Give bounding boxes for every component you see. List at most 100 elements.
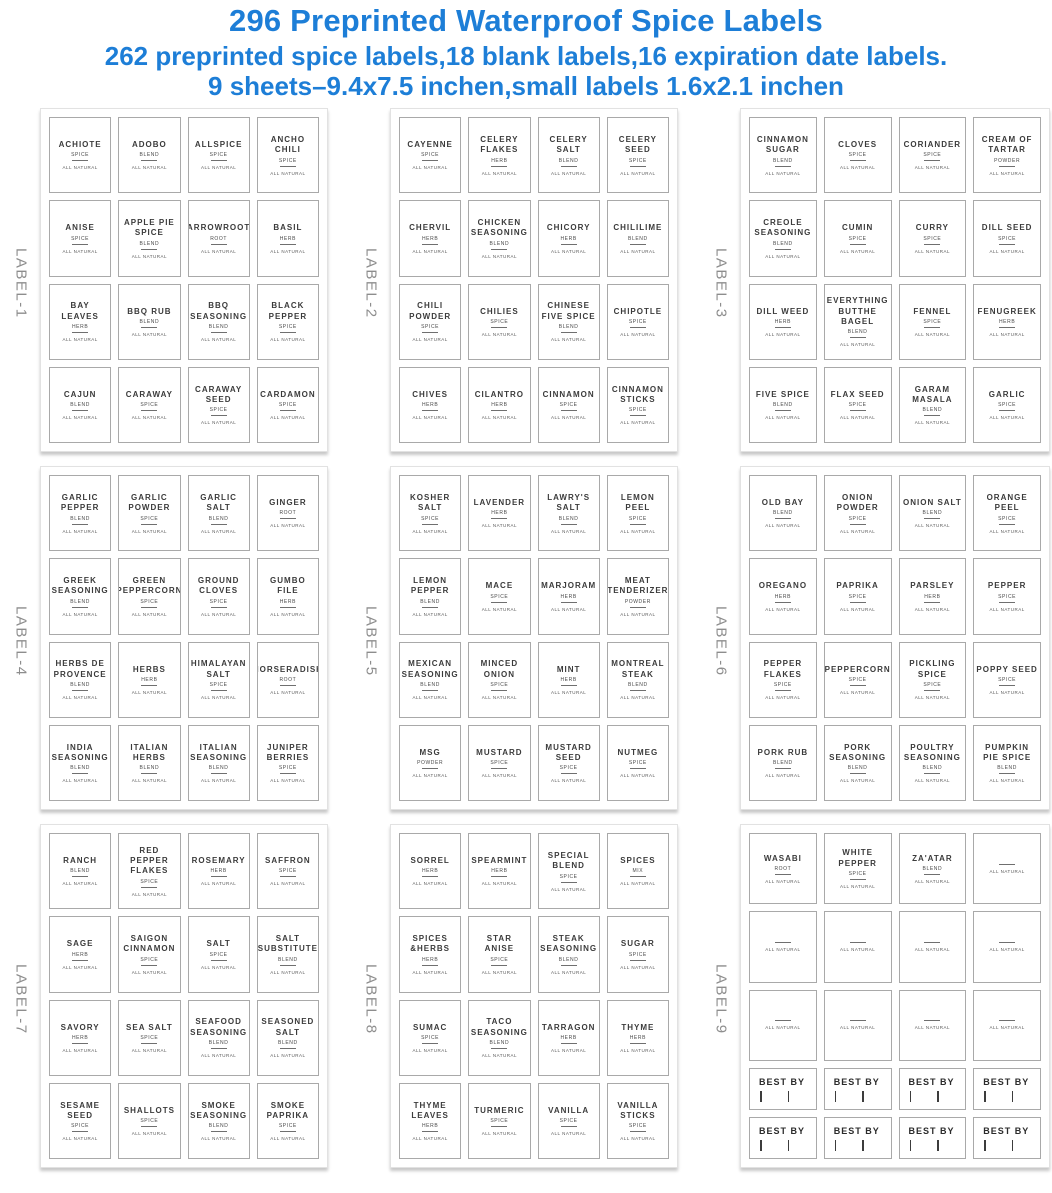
all-natural-text: ALL NATURAL [62,964,98,970]
spice-label: SUGAR SPICE ALL NATURAL [606,916,669,993]
divider-line [210,773,227,775]
divider-line [774,601,791,603]
all-natural-text: ALL NATURAL [839,342,876,348]
spice-name: CHINESE FIVE SPICE [541,301,596,321]
spice-type: SPICE [278,765,297,772]
spice-label: LAVENDER HERB ALL NATURAL [468,475,531,552]
spice-name: PARSLEY [910,581,955,591]
spice-name: GROUND CLOVES [197,576,240,596]
spice-label: CUMIN SPICE ALL NATURAL [823,200,892,277]
divider-line [999,326,1016,328]
spice-name: CHILILIME [613,223,663,233]
date-divider-bar [937,1090,939,1102]
all-natural-text: ALL NATURAL [412,1136,448,1142]
spice-type: BLEND [922,407,943,414]
best-by-text: BEST BY [983,1076,1030,1087]
date-divider-bar [909,1139,911,1151]
spice-label: GROUND CLOVES SPICE ALL NATURAL [187,558,250,635]
spice-type: BLEND [208,324,229,331]
blank-label: ALL NATURAL [973,911,1041,983]
spice-name: CHERVIL [409,223,452,233]
divider-line [999,523,1016,525]
divider-line [279,773,296,775]
spice-type: BLEND [922,510,943,517]
all-natural-text: ALL NATURAL [914,331,950,337]
spice-label: PORK RUB BLEND ALL NATURAL [749,724,817,802]
spice-name: MEXICAN SEASONING [401,659,459,679]
divider-line [774,326,791,328]
spice-type: ROOT [210,235,228,242]
spice-name: BBQ RUB [127,306,172,316]
divider-line [141,160,158,162]
spice-name: SPICES &HERBS [410,934,451,954]
sheet-cell: LABEL-3 CINNAMON SUGAR BLEND ALL NATURAL CLO… [702,104,1052,462]
all-natural-text: ALL NATURAL [550,170,587,176]
spice-type: SPICE [278,868,297,875]
spice-name: SAFFRON [265,856,311,866]
spice-label: FIVE SPICE BLEND ALL NATURAL [749,366,817,444]
divider-line [924,690,941,692]
spice-type: SPICE [559,1118,578,1125]
divider-line [72,410,89,412]
spice-type: SPICE [140,402,159,409]
spice-label: CARAWAY SPICE ALL NATURAL [118,366,181,444]
spice-name: CELERY FLAKES [480,134,519,155]
spice-label: SMOKE PAPRIKA SPICE ALL NATURAL [256,1082,319,1160]
spice-label: TARRAGON HERB ALL NATURAL [537,999,600,1076]
divider-line [924,415,941,417]
divider-line [560,1042,577,1044]
divider-line [560,684,577,686]
all-natural-text: ALL NATURAL [62,415,98,421]
spice-type: SPICE [628,318,647,325]
spice-label: GINGER ROOT ALL NATURAL [256,475,319,552]
spice-type: SPICE [71,152,90,159]
date-divider-bar [1011,1139,1014,1151]
spice-name: CUMIN [842,223,874,233]
divider-line [279,165,296,167]
spice-name: ONION SALT [903,498,962,508]
date-divider-marks [984,1090,1014,1102]
spice-label: RED PEPPER FLAKES SPICE ALL NATURAL [118,833,181,910]
spice-type: SPICE [559,402,578,409]
all-natural-text: ALL NATURAL [914,420,950,426]
spice-type: SPICE [628,1123,647,1130]
spice-label: CINNAMON SPICE ALL NATURAL [537,366,600,444]
all-natural-text: ALL NATURAL [914,523,950,529]
spice-type: SPICE [628,515,647,522]
all-natural-text: ALL NATURAL [481,523,517,529]
spice-type: SPICE [421,152,440,159]
spice-label: GARLIC SALT BLEND ALL NATURAL [187,475,250,552]
spice-name: FENUGREEK [977,306,1037,316]
divider-line [924,518,941,520]
all-natural-text: ALL NATURAL [620,170,656,176]
divider-line [72,959,89,961]
spice-name: SPEARMINT [471,856,528,866]
spice-label: STAR ANISE SPICE ALL NATURAL [468,916,531,993]
spice-name: CURRY [915,223,949,233]
spice-label: POULTRY SEASONING BLEND ALL NATURAL [898,724,967,802]
spice-label: CREAM OF TARTAR POWDER ALL NATURAL [973,117,1041,194]
divider-line [491,1048,508,1050]
spice-type: SPICE [998,402,1017,409]
spice-label: MONTREAL STEAK BLEND ALL NATURAL [606,641,669,718]
spice-name: CHILI POWDER [409,301,452,321]
spice-label: CELERY SEED SPICE ALL NATURAL [606,117,669,194]
spice-name: ANCHO CHILI [270,134,306,155]
spice-type: HERB [71,1034,89,1041]
sheet-cell: LABEL-8 SORREL HERB ALL NATURAL SPEARMINT HER… [352,820,702,1178]
spice-name: LEMON PEEL [620,492,655,513]
all-natural-text: ALL NATURAL [839,165,876,171]
divider-line [560,964,577,966]
spice-name: CLOVES [838,140,878,150]
all-natural-text: ALL NATURAL [62,528,98,534]
date-divider-bar [760,1090,762,1102]
divider-line [72,1042,89,1044]
date-divider-bar [834,1139,837,1151]
all-natural-text: ALL NATURAL [62,1136,98,1142]
spice-name: SHALLOTS [123,1105,175,1115]
all-natural-text: ALL NATURAL [620,1136,656,1142]
spice-type: HERB [774,593,792,600]
divider-line [422,410,439,412]
spice-name: GARLIC PEPPER [60,492,100,513]
spice-name: CARAWAY SEED [195,384,243,404]
